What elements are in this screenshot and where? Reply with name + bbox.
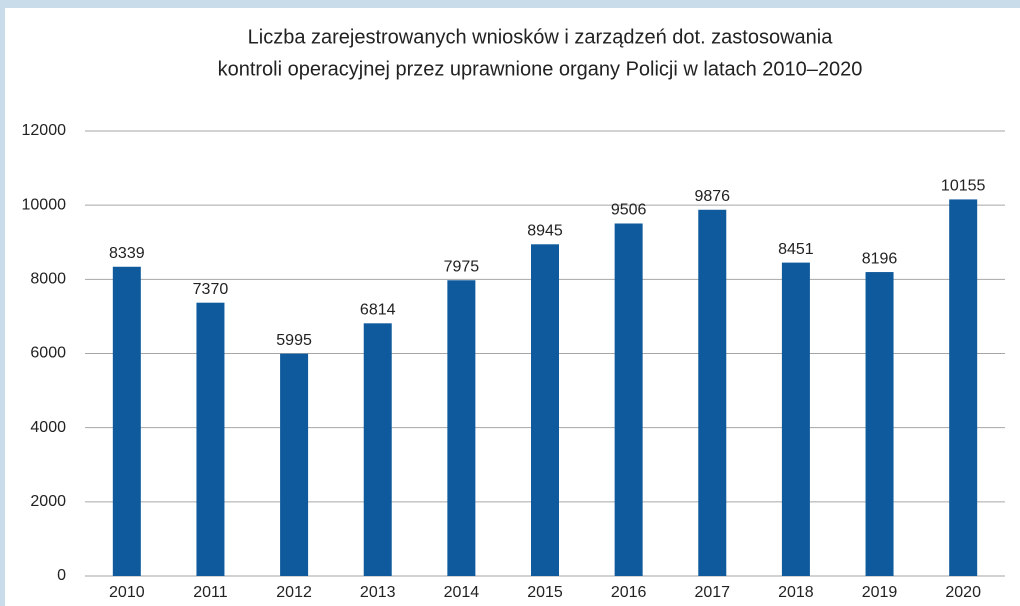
bar <box>196 302 225 576</box>
x-tick-label: 2015 <box>527 584 563 601</box>
x-tick-label: 2014 <box>444 584 480 601</box>
bar <box>698 209 727 576</box>
bar <box>531 244 559 576</box>
data-label: 9506 <box>611 202 647 219</box>
data-label: 7975 <box>444 258 480 275</box>
data-label: 8451 <box>778 241 814 258</box>
chart-title: Liczba zarejestrowanych wniosków i zarzą… <box>248 26 834 48</box>
x-tick-label: 2019 <box>862 584 898 601</box>
y-tick-label: 4000 <box>30 419 66 436</box>
bar <box>363 323 392 576</box>
x-tick-label: 2018 <box>778 584 814 601</box>
x-tick-label: 2012 <box>276 584 312 601</box>
bar <box>447 280 476 576</box>
bar <box>280 353 309 576</box>
data-label: 7370 <box>193 281 229 298</box>
x-tick-label: 2011 <box>193 584 228 601</box>
x-tick-label: 2016 <box>611 584 647 601</box>
y-tick-label: 6000 <box>30 345 66 362</box>
data-label: 9876 <box>694 188 730 205</box>
y-tick-label: 8000 <box>30 271 66 288</box>
data-label: 8339 <box>109 245 145 262</box>
chart-title: kontroli operacyjnej przez uprawnione or… <box>218 58 863 80</box>
y-tick-label: 2000 <box>30 493 66 510</box>
x-tick-label: 2013 <box>360 584 396 601</box>
y-tick-label: 12000 <box>22 122 67 139</box>
x-tick-label: 2010 <box>109 584 145 601</box>
data-label: 6814 <box>360 302 396 319</box>
data-label: 5995 <box>276 332 312 349</box>
data-label: 10155 <box>941 178 986 195</box>
chart-background <box>5 8 1020 606</box>
y-tick-label: 0 <box>57 567 66 584</box>
bar <box>614 223 643 576</box>
x-tick-label: 2020 <box>945 584 981 601</box>
bar <box>949 199 978 576</box>
bar <box>112 266 141 576</box>
bar <box>781 262 810 576</box>
x-tick-label: 2017 <box>694 584 730 601</box>
y-tick-label: 10000 <box>22 196 67 213</box>
data-label: 8945 <box>527 223 563 240</box>
bar <box>865 272 894 576</box>
data-label: 8196 <box>862 250 898 267</box>
